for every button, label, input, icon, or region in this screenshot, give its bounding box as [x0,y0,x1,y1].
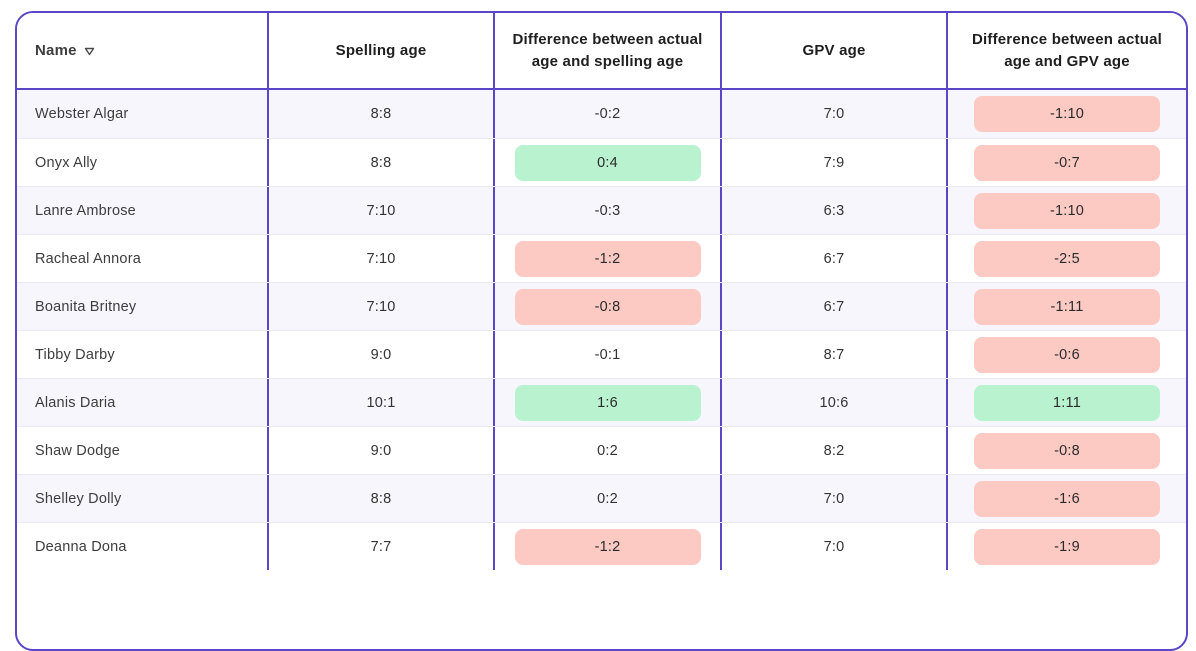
diff-gpv-cell: -1:10 [946,90,1186,138]
diff-spelling-cell: -0:3 [493,187,720,234]
spelling-age-cell: 8:8 [267,139,493,186]
diff-spelling-cell: -1:2 [493,235,720,282]
diff-gpv-cell: -1:6 [946,475,1186,522]
table-row: Boanita Britney 7:10 -0:8 6:7 -1:11 [17,282,1186,330]
spelling-age-cell: 7:10 [267,187,493,234]
diff-spelling-cell: 1:6 [493,379,720,426]
table-row: Deanna Dona 7:7 -1:2 7:0 -1:9 [17,522,1186,570]
diff-spelling-value: -0:1 [594,346,621,363]
name-cell: Tibby Darby [35,346,115,363]
table-row: Racheal Annora 7:10 -1:2 6:7 -2:5 [17,234,1186,282]
gpv-age-cell: 6:3 [720,187,946,234]
diff-gpv-cell: -0:6 [946,331,1186,378]
diff-spelling-badge: 0:4 [514,144,701,181]
spelling-age-cell: 9:0 [267,427,493,474]
sort-triangle-down-icon[interactable] [84,47,95,56]
diff-gpv-badge: -0:8 [974,432,1160,469]
diff-gpv-badge: -0:6 [974,336,1160,373]
diff-spelling-badge: 1:6 [514,384,701,421]
diff-spelling-badge: -1:2 [514,240,701,277]
diff-gpv-badge: -1:9 [974,528,1160,565]
diff-spelling-cell: -1:2 [493,523,720,570]
spelling-age-cell: 8:8 [267,475,493,522]
name-cell: Boanita Britney [35,298,137,315]
column-header-name-label: Name [35,41,77,59]
table-row: Tibby Darby 9:0 -0:1 8:7 -0:6 [17,330,1186,378]
column-header-diff-gpv: Difference between actual age and GPV ag… [946,13,1186,88]
diff-gpv-badge: -2:5 [974,240,1160,277]
diff-spelling-value: 0:2 [597,490,618,507]
spelling-age-cell: 8:8 [267,90,493,138]
diff-spelling-cell: 0:2 [493,427,720,474]
diff-spelling-cell: 0:4 [493,139,720,186]
gpv-age-cell: 7:0 [720,90,946,138]
diff-gpv-cell: -0:7 [946,139,1186,186]
table-row: Shelley Dolly 8:8 0:2 7:0 -1:6 [17,474,1186,522]
name-cell: Alanis Daria [35,394,116,411]
diff-spelling-cell: -0:2 [493,90,720,138]
diff-gpv-cell: -1:11 [946,283,1186,330]
diff-gpv-cell: -1:9 [946,523,1186,570]
diff-spelling-cell: -0:8 [493,283,720,330]
gpv-age-cell: 8:7 [720,331,946,378]
name-cell: Onyx Ally [35,154,98,171]
diff-spelling-badge: -1:2 [514,528,701,565]
name-cell: Shaw Dodge [35,442,121,459]
gpv-age-cell: 10:6 [720,379,946,426]
diff-spelling-value: 0:2 [597,442,618,459]
diff-gpv-badge: -1:6 [974,480,1160,517]
name-cell: Shelley Dolly [35,490,122,507]
name-cell: Deanna Dona [35,538,127,555]
diff-gpv-cell: -1:10 [946,187,1186,234]
spelling-age-cell: 9:0 [267,331,493,378]
name-cell: Webster Algar [35,106,129,122]
gpv-age-cell: 8:2 [720,427,946,474]
diff-gpv-badge: -1:10 [974,96,1160,132]
diff-gpv-badge: -1:10 [974,192,1160,229]
spelling-age-cell: 7:10 [267,283,493,330]
column-header-gpv-age: GPV age [720,13,946,88]
table-row: Onyx Ally 8:8 0:4 7:9 -0:7 [17,138,1186,186]
table-row: Lanre Ambrose 7:10 -0:3 6:3 -1:10 [17,186,1186,234]
table-header-row: Name Spelling age Difference between act… [17,13,1186,90]
gpv-age-cell: 7:9 [720,139,946,186]
spelling-age-cell: 7:10 [267,235,493,282]
diff-gpv-cell: 1:11 [946,379,1186,426]
gpv-age-cell: 6:7 [720,235,946,282]
table-row: Shaw Dodge 9:0 0:2 8:2 -0:8 [17,426,1186,474]
diff-gpv-badge: 1:11 [974,384,1160,421]
spelling-age-cell: 7:7 [267,523,493,570]
gpv-age-cell: 7:0 [720,475,946,522]
diff-gpv-cell: -2:5 [946,235,1186,282]
gpv-age-cell: 6:7 [720,283,946,330]
name-cell: Lanre Ambrose [35,202,136,219]
diff-spelling-value: -0:3 [594,202,621,219]
spelling-age-cell: 10:1 [267,379,493,426]
diff-spelling-cell: 0:2 [493,475,720,522]
name-cell: Racheal Annora [35,250,141,267]
diff-gpv-badge: -0:7 [974,144,1160,181]
table-row: Alanis Daria 10:1 1:6 10:6 1:11 [17,378,1186,426]
diff-gpv-badge: -1:11 [974,288,1160,325]
students-age-table: Name Spelling age Difference between act… [15,11,1188,651]
diff-spelling-cell: -0:1 [493,331,720,378]
gpv-age-cell: 7:0 [720,523,946,570]
column-header-spelling-age: Spelling age [267,13,493,88]
column-header-name[interactable]: Name [17,13,267,88]
table-row: Webster Algar 8:8 -0:2 7:0 -1:10 [17,90,1186,138]
column-header-diff-spelling: Difference between actual age and spelli… [493,13,720,88]
diff-spelling-value: -0:2 [594,106,621,122]
diff-spelling-badge: -0:8 [514,288,701,325]
table-body: Webster Algar 8:8 -0:2 7:0 -1:10 Onyx Ally 8:8… [17,90,1186,570]
diff-gpv-cell: -0:8 [946,427,1186,474]
